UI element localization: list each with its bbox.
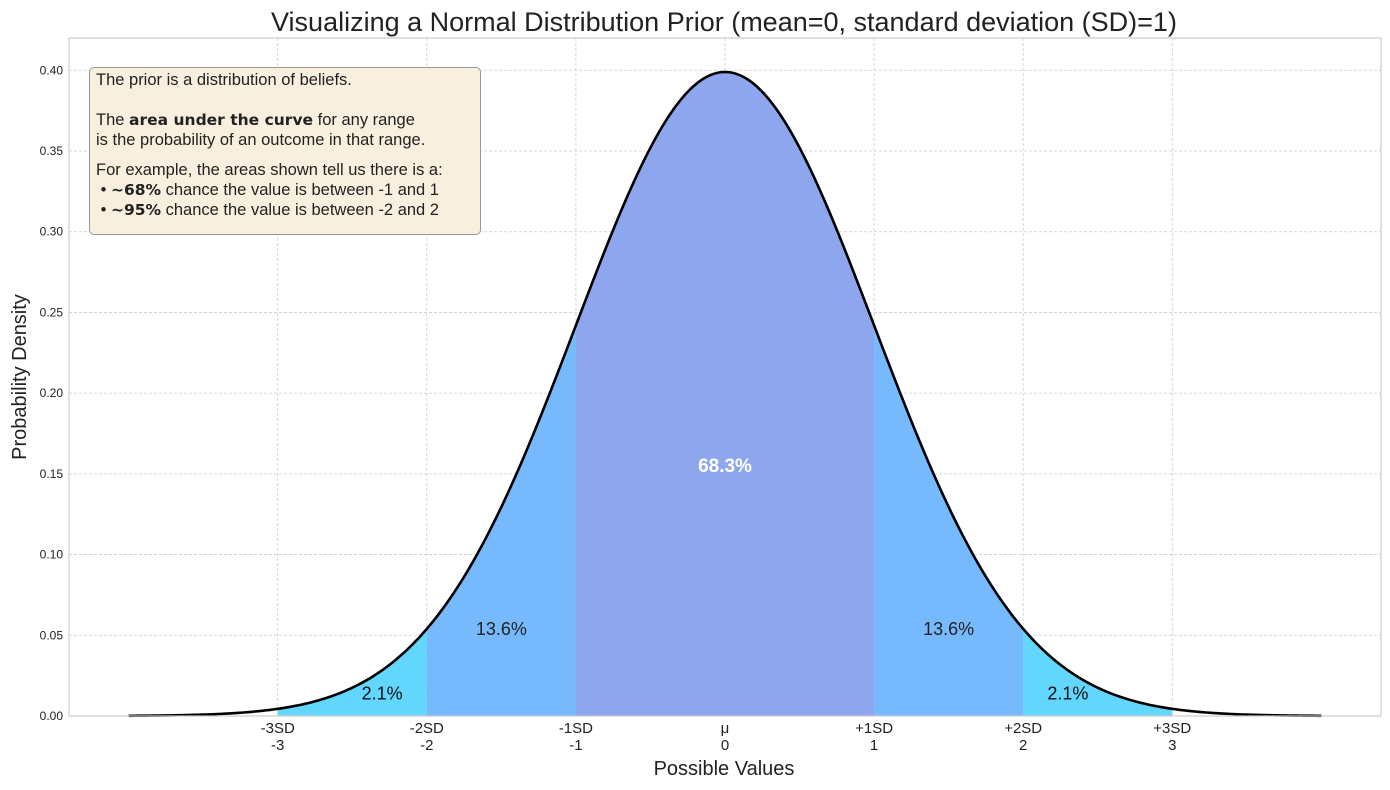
x-tick-label-value: -1	[569, 737, 582, 754]
x-tick-label-value: 0	[721, 737, 729, 754]
y-tick-label: 0.00	[40, 709, 64, 723]
x-tick-label-value: 1	[870, 737, 878, 754]
plot-frame	[68, 37, 1382, 717]
info-bold: ~95%	[110, 201, 162, 219]
info-line: is the probability of an outcome in that…	[96, 131, 426, 149]
y-tick-label: 0.25	[40, 305, 64, 319]
area-region	[1023, 628, 1173, 716]
x-tick-label-sd: -2SD	[410, 720, 444, 737]
x-tick-label-sd: μ	[721, 720, 730, 737]
x-tick-label-sd: -1SD	[559, 720, 593, 737]
explanation-box: The prior is a distribution of beliefs. …	[89, 67, 481, 235]
y-tick-label: 0.10	[40, 548, 64, 562]
x-tick-label-value: 2	[1019, 737, 1027, 754]
info-line: For example, the areas shown tell us the…	[96, 161, 443, 179]
x-tick-label-value: -3	[271, 737, 284, 754]
info-bullet: • ~95% chance the value is between -2 an…	[96, 201, 439, 219]
y-tick-label: 0.35	[40, 144, 64, 158]
region-percentage-label: 2.1%	[362, 683, 403, 703]
info-text: chance the value is between -1 and 1	[161, 181, 439, 199]
y-tick-label: 0.20	[40, 386, 64, 400]
chart-title: Visualizing a Normal Distribution Prior …	[271, 7, 1177, 37]
y-tick-label: 0.05	[40, 628, 64, 642]
region-percentage-label: 68.3%	[698, 456, 752, 477]
x-tick-label-value: 3	[1168, 737, 1176, 754]
region-percentage-label: 13.6%	[923, 619, 974, 639]
info-line: The prior is a distribution of beliefs.	[96, 71, 352, 89]
info-line: The area under the curve for any range	[96, 110, 480, 130]
area-region	[277, 628, 427, 716]
area-region	[575, 71, 875, 717]
x-tick-label-value: -2	[420, 737, 433, 754]
info-text: chance the value is between -2 and 2	[161, 201, 439, 219]
y-tick-label: 0.30	[40, 225, 64, 239]
density-curve	[128, 70, 1322, 718]
x-tick-label-sd: +1SD	[855, 720, 893, 737]
info-bullet: • ~68% chance the value is between -1 an…	[96, 181, 439, 199]
x-tick-label-sd: +3SD	[1153, 720, 1191, 737]
info-text: The	[96, 111, 130, 129]
x-tick-label-sd: +2SD	[1004, 720, 1042, 737]
x-axis-label: Possible Values	[654, 758, 795, 780]
region-percentage-label: 2.1%	[1047, 683, 1088, 703]
x-tick-label-sd: -3SD	[261, 720, 295, 737]
region-percentage-label: 13.6%	[476, 619, 527, 639]
y-tick-label: 0.40	[40, 63, 64, 77]
info-bold: area under the curve	[129, 111, 314, 129]
info-text: for any range	[313, 111, 415, 129]
info-bold: ~68%	[110, 181, 162, 199]
y-tick-label: 0.15	[40, 467, 64, 481]
y-axis-label: Probability Density	[9, 294, 31, 460]
